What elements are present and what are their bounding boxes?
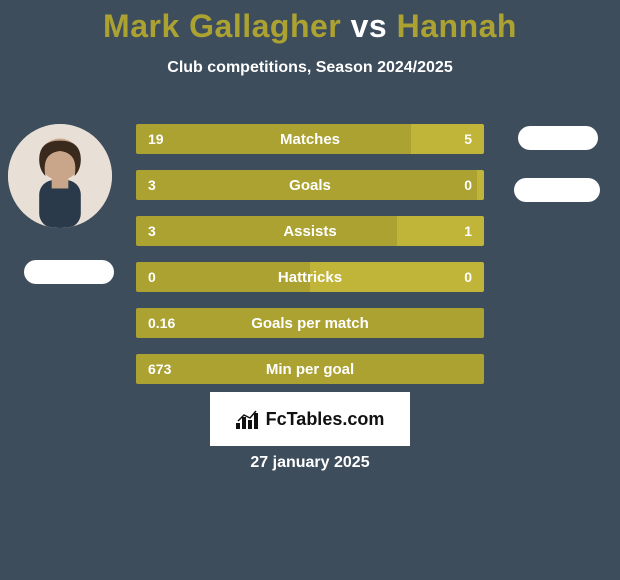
- avatar-player1: [8, 124, 112, 228]
- page-title: Mark Gallagher vs Hannah: [0, 0, 620, 45]
- stat-bar-left: [136, 262, 310, 292]
- club-pill-player2a: [518, 126, 598, 150]
- title-player2: Hannah: [397, 8, 517, 44]
- stat-row: Goals30: [136, 170, 484, 200]
- stat-row: Assists31: [136, 216, 484, 246]
- stat-bar-left: [136, 124, 411, 154]
- stat-bar-right: [477, 170, 484, 200]
- logo-text: FcTables.com: [266, 409, 385, 430]
- fctables-logo-icon: [236, 409, 262, 429]
- stat-row: Min per goal673: [136, 354, 484, 384]
- logo-box: FcTables.com: [210, 392, 410, 446]
- stat-bar-right: [397, 216, 484, 246]
- stat-bar-left: [136, 216, 397, 246]
- stat-bar-right: [411, 124, 484, 154]
- subtitle: Club competitions, Season 2024/2025: [0, 59, 620, 77]
- avatar-placeholder-icon: [8, 124, 112, 228]
- stat-row: Goals per match0.16: [136, 308, 484, 338]
- date-label: 27 january 2025: [0, 454, 620, 472]
- stat-row: Hattricks00: [136, 262, 484, 292]
- title-vs: vs: [351, 8, 388, 44]
- stat-bars: Matches195 Goals30 Assists31 Hattricks00 Goa…: [136, 124, 484, 400]
- infographic: Mark Gallagher vs Hannah Club competitio…: [0, 0, 620, 580]
- club-pill-player2b: [514, 178, 600, 202]
- title-player1: Mark Gallagher: [103, 8, 341, 44]
- stat-bar-right: [310, 262, 484, 292]
- stat-bar-left: [136, 170, 477, 200]
- stat-bar-left: [136, 354, 484, 384]
- stat-row: Matches195: [136, 124, 484, 154]
- stat-bar-left: [136, 308, 484, 338]
- club-pill-player1: [24, 260, 114, 284]
